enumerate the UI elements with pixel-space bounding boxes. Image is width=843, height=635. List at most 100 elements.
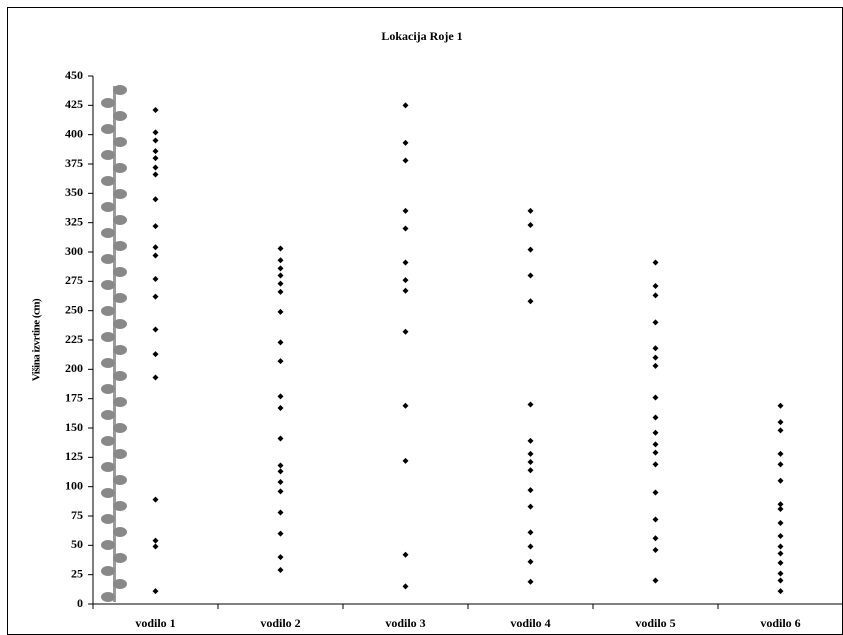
vine-leaf [113, 579, 127, 589]
vine-leaf [101, 358, 115, 368]
vine-leaf [101, 462, 115, 472]
vine-leaf [101, 176, 115, 186]
y-tick-label: 175 [65, 390, 83, 404]
page: {"chart_data": {"type": "strip", "title"… [0, 0, 843, 635]
point [653, 490, 659, 496]
point [278, 405, 284, 411]
point [528, 451, 534, 457]
point [653, 450, 659, 456]
x-tick-label: vodilo 3 [385, 616, 425, 630]
y-tick-label: 325 [65, 214, 83, 228]
point [653, 430, 659, 436]
vine-leaf [101, 98, 115, 108]
point [403, 583, 409, 589]
point [528, 222, 534, 228]
y-tick-label: 425 [65, 97, 83, 111]
x-tick-label: vodilo 5 [635, 616, 675, 630]
vine-leaf [101, 514, 115, 524]
x-tick-label: vodilo 2 [260, 616, 300, 630]
point [153, 276, 159, 282]
vine-leaf [101, 280, 115, 290]
point [278, 257, 284, 263]
vine-leaf [113, 163, 127, 173]
point [403, 260, 409, 266]
point [153, 138, 159, 144]
point [528, 272, 534, 278]
point [153, 497, 159, 503]
y-tick-label: 375 [65, 156, 83, 170]
y-tick-label: 50 [71, 537, 83, 551]
point [653, 292, 659, 298]
point [403, 277, 409, 283]
point [528, 579, 534, 585]
point [653, 535, 659, 541]
vine-leaf [113, 345, 127, 355]
point [653, 394, 659, 400]
point [153, 165, 159, 171]
vine-leaf [101, 150, 115, 160]
y-tick-label: 150 [65, 420, 83, 434]
vine-leaf [113, 371, 127, 381]
point [153, 244, 159, 250]
point [278, 245, 284, 251]
point [403, 140, 409, 146]
vine-leaf [113, 293, 127, 303]
point [778, 520, 784, 526]
vine-leaf [101, 488, 115, 498]
y-tick-label: 75 [71, 508, 83, 522]
point [403, 403, 409, 409]
point [653, 517, 659, 523]
point [403, 102, 409, 108]
vine-leaf [113, 137, 127, 147]
y-axis-label: Višina izvrtine (cm) [31, 298, 43, 381]
vine-leaf [113, 449, 127, 459]
point [778, 427, 784, 433]
y-tick-label: 125 [65, 449, 83, 463]
y-tick-label: 0 [77, 596, 83, 610]
point [278, 567, 284, 573]
y-tick-label: 250 [65, 302, 83, 316]
point [778, 478, 784, 484]
vine-leaf [101, 228, 115, 238]
vine-leaf [101, 410, 115, 420]
point [278, 289, 284, 295]
x-tick-label: vodilo 6 [760, 616, 800, 630]
point [653, 578, 659, 584]
y-tick-label: 25 [71, 566, 83, 580]
point [778, 403, 784, 409]
point [153, 172, 159, 178]
y-tick-label: 350 [65, 185, 83, 199]
chart-border [8, 8, 843, 635]
point [653, 547, 659, 553]
vine-leaf [113, 553, 127, 563]
point [403, 458, 409, 464]
point [778, 560, 784, 566]
point [778, 588, 784, 594]
vine-leaf [113, 397, 127, 407]
point [778, 419, 784, 425]
point [528, 247, 534, 253]
vine-leaf [101, 254, 115, 264]
vine-leaf [101, 566, 115, 576]
point [278, 339, 284, 345]
y-tick-label: 400 [65, 126, 83, 140]
point [153, 148, 159, 154]
vine-leaf [113, 215, 127, 225]
point [278, 309, 284, 315]
point [778, 578, 784, 584]
point [153, 196, 159, 202]
vine-leaf [113, 501, 127, 511]
point [278, 436, 284, 442]
point [403, 157, 409, 163]
point [278, 488, 284, 494]
y-tick-label: 225 [65, 332, 83, 346]
point [778, 506, 784, 512]
point [278, 554, 284, 560]
point [153, 253, 159, 259]
point [528, 544, 534, 550]
y-tick-label: 450 [65, 68, 83, 82]
vine-leaf [113, 319, 127, 329]
point [778, 570, 784, 576]
point [653, 345, 659, 351]
x-tick-label: vodilo 1 [135, 616, 175, 630]
